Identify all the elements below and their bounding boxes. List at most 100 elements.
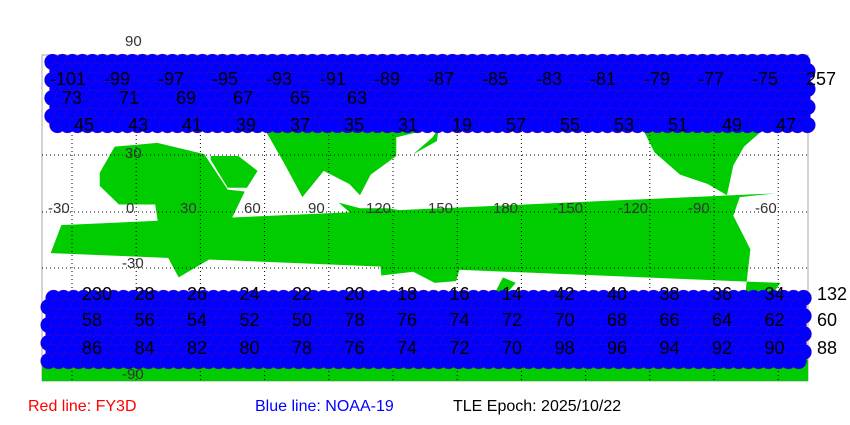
pass-label: 38 [660, 284, 680, 304]
pass-label: 56 [135, 310, 155, 330]
land-antarctica-strip [42, 366, 808, 381]
pass-label: -101 [50, 69, 86, 89]
pass-label: 51 [668, 115, 688, 135]
pass-label: 74 [397, 338, 417, 358]
pass-label: 70 [555, 310, 575, 330]
lon-label: 90 [308, 200, 325, 217]
pass-label: -97 [158, 69, 184, 89]
pass-label: 57 [506, 115, 526, 135]
pass-label: 257 [806, 69, 836, 89]
pass-label: 71 [119, 88, 139, 108]
pass-label: 72 [502, 310, 522, 330]
pass-label: 60 [817, 310, 837, 330]
pass-label: 65 [290, 88, 310, 108]
pass-label: 84 [135, 338, 155, 358]
pass-label: 35 [344, 115, 364, 135]
pass-label: -89 [374, 69, 400, 89]
pass-label: 52 [240, 310, 260, 330]
lon-label: -60 [755, 200, 777, 217]
pass-label: -83 [536, 69, 562, 89]
lon-label: -90 [688, 200, 710, 217]
pass-label: 94 [660, 338, 680, 358]
pass-label: 58 [82, 310, 102, 330]
pass-label: -77 [698, 69, 724, 89]
pass-label: 41 [182, 115, 202, 135]
land-samerica [50, 193, 781, 315]
pass-label: 64 [712, 310, 732, 330]
pass-label: 63 [347, 88, 367, 108]
pass-label: 14 [502, 284, 522, 304]
satellite-tracks [40, 53, 816, 370]
pass-label: 53 [614, 115, 634, 135]
pass-label: 50 [292, 310, 312, 330]
pass-label: 96 [607, 338, 627, 358]
pass-label: 69 [176, 88, 196, 108]
pass-label: 88 [817, 338, 837, 358]
pass-label: 70 [502, 338, 522, 358]
pass-label: 76 [397, 310, 417, 330]
pass-label: -75 [752, 69, 778, 89]
pass-label: 16 [450, 284, 470, 304]
pass-label: 28 [135, 284, 155, 304]
pass-label: 72 [450, 338, 470, 358]
lon-label: -30 [48, 200, 70, 217]
lon-label: 150 [428, 200, 453, 217]
pass-label: -91 [320, 69, 346, 89]
pass-label: 132 [817, 284, 847, 304]
pass-label: 82 [187, 338, 207, 358]
lat-label: 90 [125, 33, 142, 50]
pass-label: 45 [74, 115, 94, 135]
pass-label: 37 [290, 115, 310, 135]
pass-label: 68 [607, 310, 627, 330]
pass-label: -79 [644, 69, 670, 89]
lat-label: 30 [125, 145, 142, 162]
lon-label: 180 [493, 200, 518, 217]
lon-label: -120 [618, 200, 648, 217]
pass-label: 76 [345, 338, 365, 358]
lon-label: 120 [366, 200, 391, 217]
pass-label: 43 [128, 115, 148, 135]
pass-label: 92 [712, 338, 732, 358]
pass-label: 54 [187, 310, 207, 330]
pass-label: 230 [82, 284, 112, 304]
legend-noaa19: Blue line: NOAA-19 [255, 398, 394, 415]
pass-label: 67 [233, 88, 253, 108]
land-japan [413, 128, 439, 155]
land-arabia [210, 156, 258, 188]
pass-label: 39 [236, 115, 256, 135]
pass-label: -81 [590, 69, 616, 89]
pass-label: 19 [452, 115, 472, 135]
pass-label: 62 [765, 310, 785, 330]
pass-label: 26 [187, 284, 207, 304]
pass-label: 98 [555, 338, 575, 358]
pass-label: 42 [555, 284, 575, 304]
pass-label: 80 [240, 338, 260, 358]
pass-label: -85 [482, 69, 508, 89]
pass-label: 86 [82, 338, 102, 358]
footprint-circle [790, 352, 807, 370]
pass-label: 90 [765, 338, 785, 358]
pass-label: -95 [212, 69, 238, 89]
pass-label: 74 [450, 310, 470, 330]
pass-label: -87 [428, 69, 454, 89]
lon-label: -150 [553, 200, 583, 217]
pass-label: 40 [607, 284, 627, 304]
pass-label: 31 [398, 115, 418, 135]
pass-label: 20 [345, 284, 365, 304]
pass-label: -99 [104, 69, 130, 89]
lon-label: 30 [180, 200, 197, 217]
pass-label: 34 [765, 284, 785, 304]
pass-label: 47 [776, 115, 796, 135]
footprint-circle [799, 116, 816, 134]
lat-label: -30 [122, 255, 144, 272]
tle-epoch: TLE Epoch: 2025/10/22 [453, 398, 622, 415]
lat-label: -90 [122, 366, 144, 383]
pass-label: 78 [345, 310, 365, 330]
legend-fy3d: Red line: FY3D [28, 398, 137, 415]
map-labels: -30 0 30 60 90 120 150 180 -150 -120 -90 -60 90 30 -30… [48, 33, 847, 383]
pass-label: 66 [660, 310, 680, 330]
pass-label: 73 [62, 88, 82, 108]
lon-label: 0 [126, 200, 134, 217]
pass-label: 49 [722, 115, 742, 135]
